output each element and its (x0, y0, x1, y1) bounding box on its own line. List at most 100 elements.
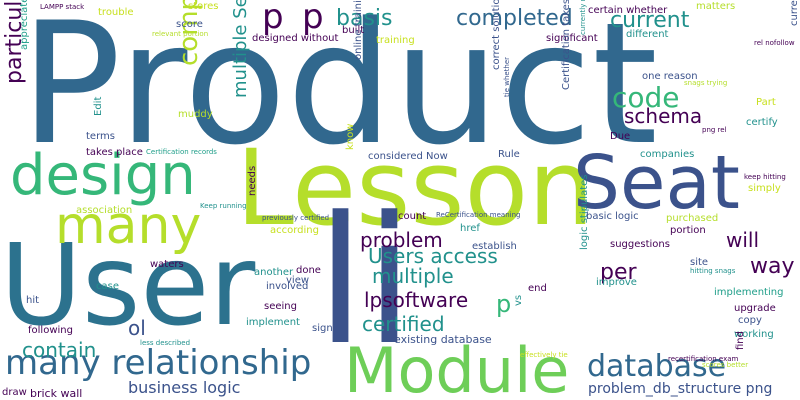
word: suggestions (610, 239, 670, 250)
word: terms (86, 131, 115, 142)
word: Module (344, 334, 570, 400)
word: copy (738, 315, 762, 326)
word: different (626, 29, 669, 40)
word: Product (20, 0, 658, 182)
word: considered Now (368, 151, 448, 162)
word: basis (336, 6, 393, 31)
word: existing database (394, 333, 492, 346)
word: less described (140, 339, 191, 347)
word: problem (360, 228, 443, 252)
word: Certification takes (561, 0, 572, 90)
word: establish (472, 241, 517, 252)
word: Certification records (146, 148, 217, 156)
word: design (10, 143, 196, 208)
word: appreciated (19, 0, 30, 50)
word: Seat (573, 140, 740, 226)
word: basic logic (586, 211, 639, 222)
word: database (587, 349, 727, 384)
word: many (55, 196, 202, 256)
word: current status (789, 0, 800, 26)
word: p (302, 0, 324, 37)
word: muddy (178, 109, 213, 120)
word: png rel (702, 126, 727, 134)
word: view (286, 275, 310, 286)
word: keep hitting (744, 173, 786, 181)
word: p (496, 290, 512, 318)
word: LAMPP stack (40, 3, 85, 11)
word: find (735, 331, 746, 350)
word: implementing (714, 287, 784, 298)
word: logic stipulates (579, 174, 590, 250)
word: brick wall (30, 387, 83, 400)
word: training (376, 35, 415, 46)
word: Users access (368, 244, 498, 268)
word: contain (22, 338, 97, 362)
word: simply (748, 183, 781, 194)
word: current (610, 8, 690, 33)
word: hitting snags (690, 267, 736, 275)
word: href (460, 223, 480, 234)
word: tie whether (503, 56, 511, 97)
word: Due (610, 131, 631, 142)
word: count (398, 211, 427, 222)
word: Keep running (200, 202, 247, 210)
word: effectively tie (520, 351, 568, 359)
word: rel nofollow (754, 39, 795, 47)
word: schema (624, 104, 703, 128)
word: code (612, 81, 680, 114)
word: score (176, 19, 203, 30)
word: done (296, 265, 321, 276)
word: portion (670, 225, 706, 236)
word: waters (150, 259, 184, 270)
word: multiple Seats (230, 0, 251, 98)
word: built (342, 25, 365, 36)
word: involved (266, 281, 309, 292)
word: association (76, 205, 133, 216)
word: certified (362, 312, 445, 336)
word: upgrade (734, 303, 776, 314)
word: li (316, 179, 414, 384)
word: problem_db_structure png (588, 381, 773, 397)
word: currently registered (579, 0, 587, 35)
word: recertification exam (668, 355, 739, 363)
word: another (254, 267, 294, 278)
word: end (528, 283, 547, 294)
word: Rule (498, 149, 520, 160)
word: User (0, 221, 256, 351)
word: Edit (93, 96, 104, 116)
word: companies (640, 149, 695, 160)
word: seeing (264, 301, 297, 312)
word: will (726, 228, 760, 252)
word: designed without (252, 33, 339, 44)
word: Lesson (236, 127, 595, 249)
word: multiple (372, 264, 454, 288)
word: sign (312, 323, 333, 334)
word: know (345, 123, 356, 150)
word: stores (188, 1, 219, 12)
word: previously certified (262, 214, 330, 222)
word: working (734, 329, 774, 340)
word: snags trying (684, 79, 728, 87)
word: takes place (86, 147, 143, 158)
word: Part (756, 97, 776, 108)
word: p (262, 0, 284, 37)
word: relevant portion (152, 30, 209, 38)
word: per (600, 260, 637, 285)
word: scores better (702, 361, 749, 369)
word: purchased (666, 213, 719, 224)
word: site (690, 257, 709, 268)
word: vs (513, 294, 524, 306)
word: needs (247, 165, 258, 196)
word: improve (596, 277, 637, 288)
word: ol (128, 316, 146, 340)
word: case (96, 281, 119, 292)
word: many relationship (5, 343, 312, 383)
word: implement (246, 317, 300, 328)
word: way (750, 254, 795, 279)
word: following (28, 325, 73, 336)
word: one reason (642, 71, 698, 82)
word: matters (696, 1, 736, 12)
word: lpsoftware (364, 288, 469, 312)
word: online trainings (353, 0, 364, 60)
